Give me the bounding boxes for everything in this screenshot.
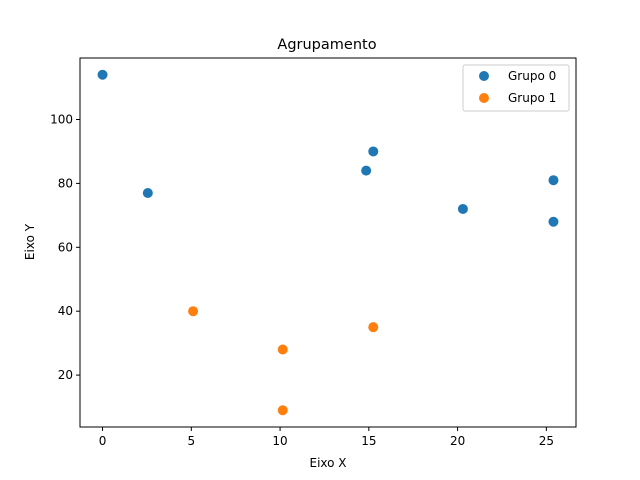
legend: Grupo 0 Grupo 1 — [462, 64, 570, 112]
y-tick-label: 20 — [58, 368, 73, 382]
legend-label-grupo-1: Grupo 1 — [508, 91, 556, 105]
x-tick-label: 15 — [361, 434, 376, 448]
point-series-0-4 — [457, 203, 468, 214]
point-series-1-1 — [277, 344, 288, 355]
x-axis-ticks: 0 5 10 15 20 25 — [99, 427, 554, 448]
y-tick-label: 60 — [58, 240, 73, 254]
plot-frame — [79, 57, 577, 428]
point-series-1-3 — [368, 322, 379, 333]
point-series-0-6 — [548, 216, 559, 227]
x-axis-label: Eixo X — [309, 456, 346, 470]
x-tick-label: 20 — [450, 434, 465, 448]
y-tick-label: 40 — [58, 304, 73, 318]
x-tick-label: 25 — [539, 434, 554, 448]
chart-title: Agrupamento — [277, 37, 376, 53]
point-series-0-3 — [368, 146, 379, 157]
y-axis-ticks: 20 40 60 80 100 — [50, 113, 80, 382]
x-tick-label: 0 — [99, 434, 107, 448]
point-series-0-2 — [361, 165, 372, 176]
x-tick-label: 5 — [187, 434, 195, 448]
y-tick-label: 80 — [58, 176, 73, 190]
point-series-1-0 — [188, 306, 199, 317]
point-series-0-0 — [97, 69, 108, 80]
legend-marker-grupo-1 — [479, 93, 489, 103]
legend-box — [462, 64, 570, 112]
point-series-0-5 — [548, 175, 559, 186]
data-points — [97, 69, 559, 416]
legend-label-grupo-0: Grupo 0 — [508, 69, 556, 83]
legend-marker-grupo-0 — [479, 71, 489, 81]
y-axis-label: Eixo Y — [23, 223, 37, 260]
point-series-0-1 — [142, 187, 153, 198]
y-tick-label: 100 — [50, 113, 73, 127]
x-tick-label: 10 — [272, 434, 287, 448]
point-series-1-2 — [277, 405, 288, 416]
